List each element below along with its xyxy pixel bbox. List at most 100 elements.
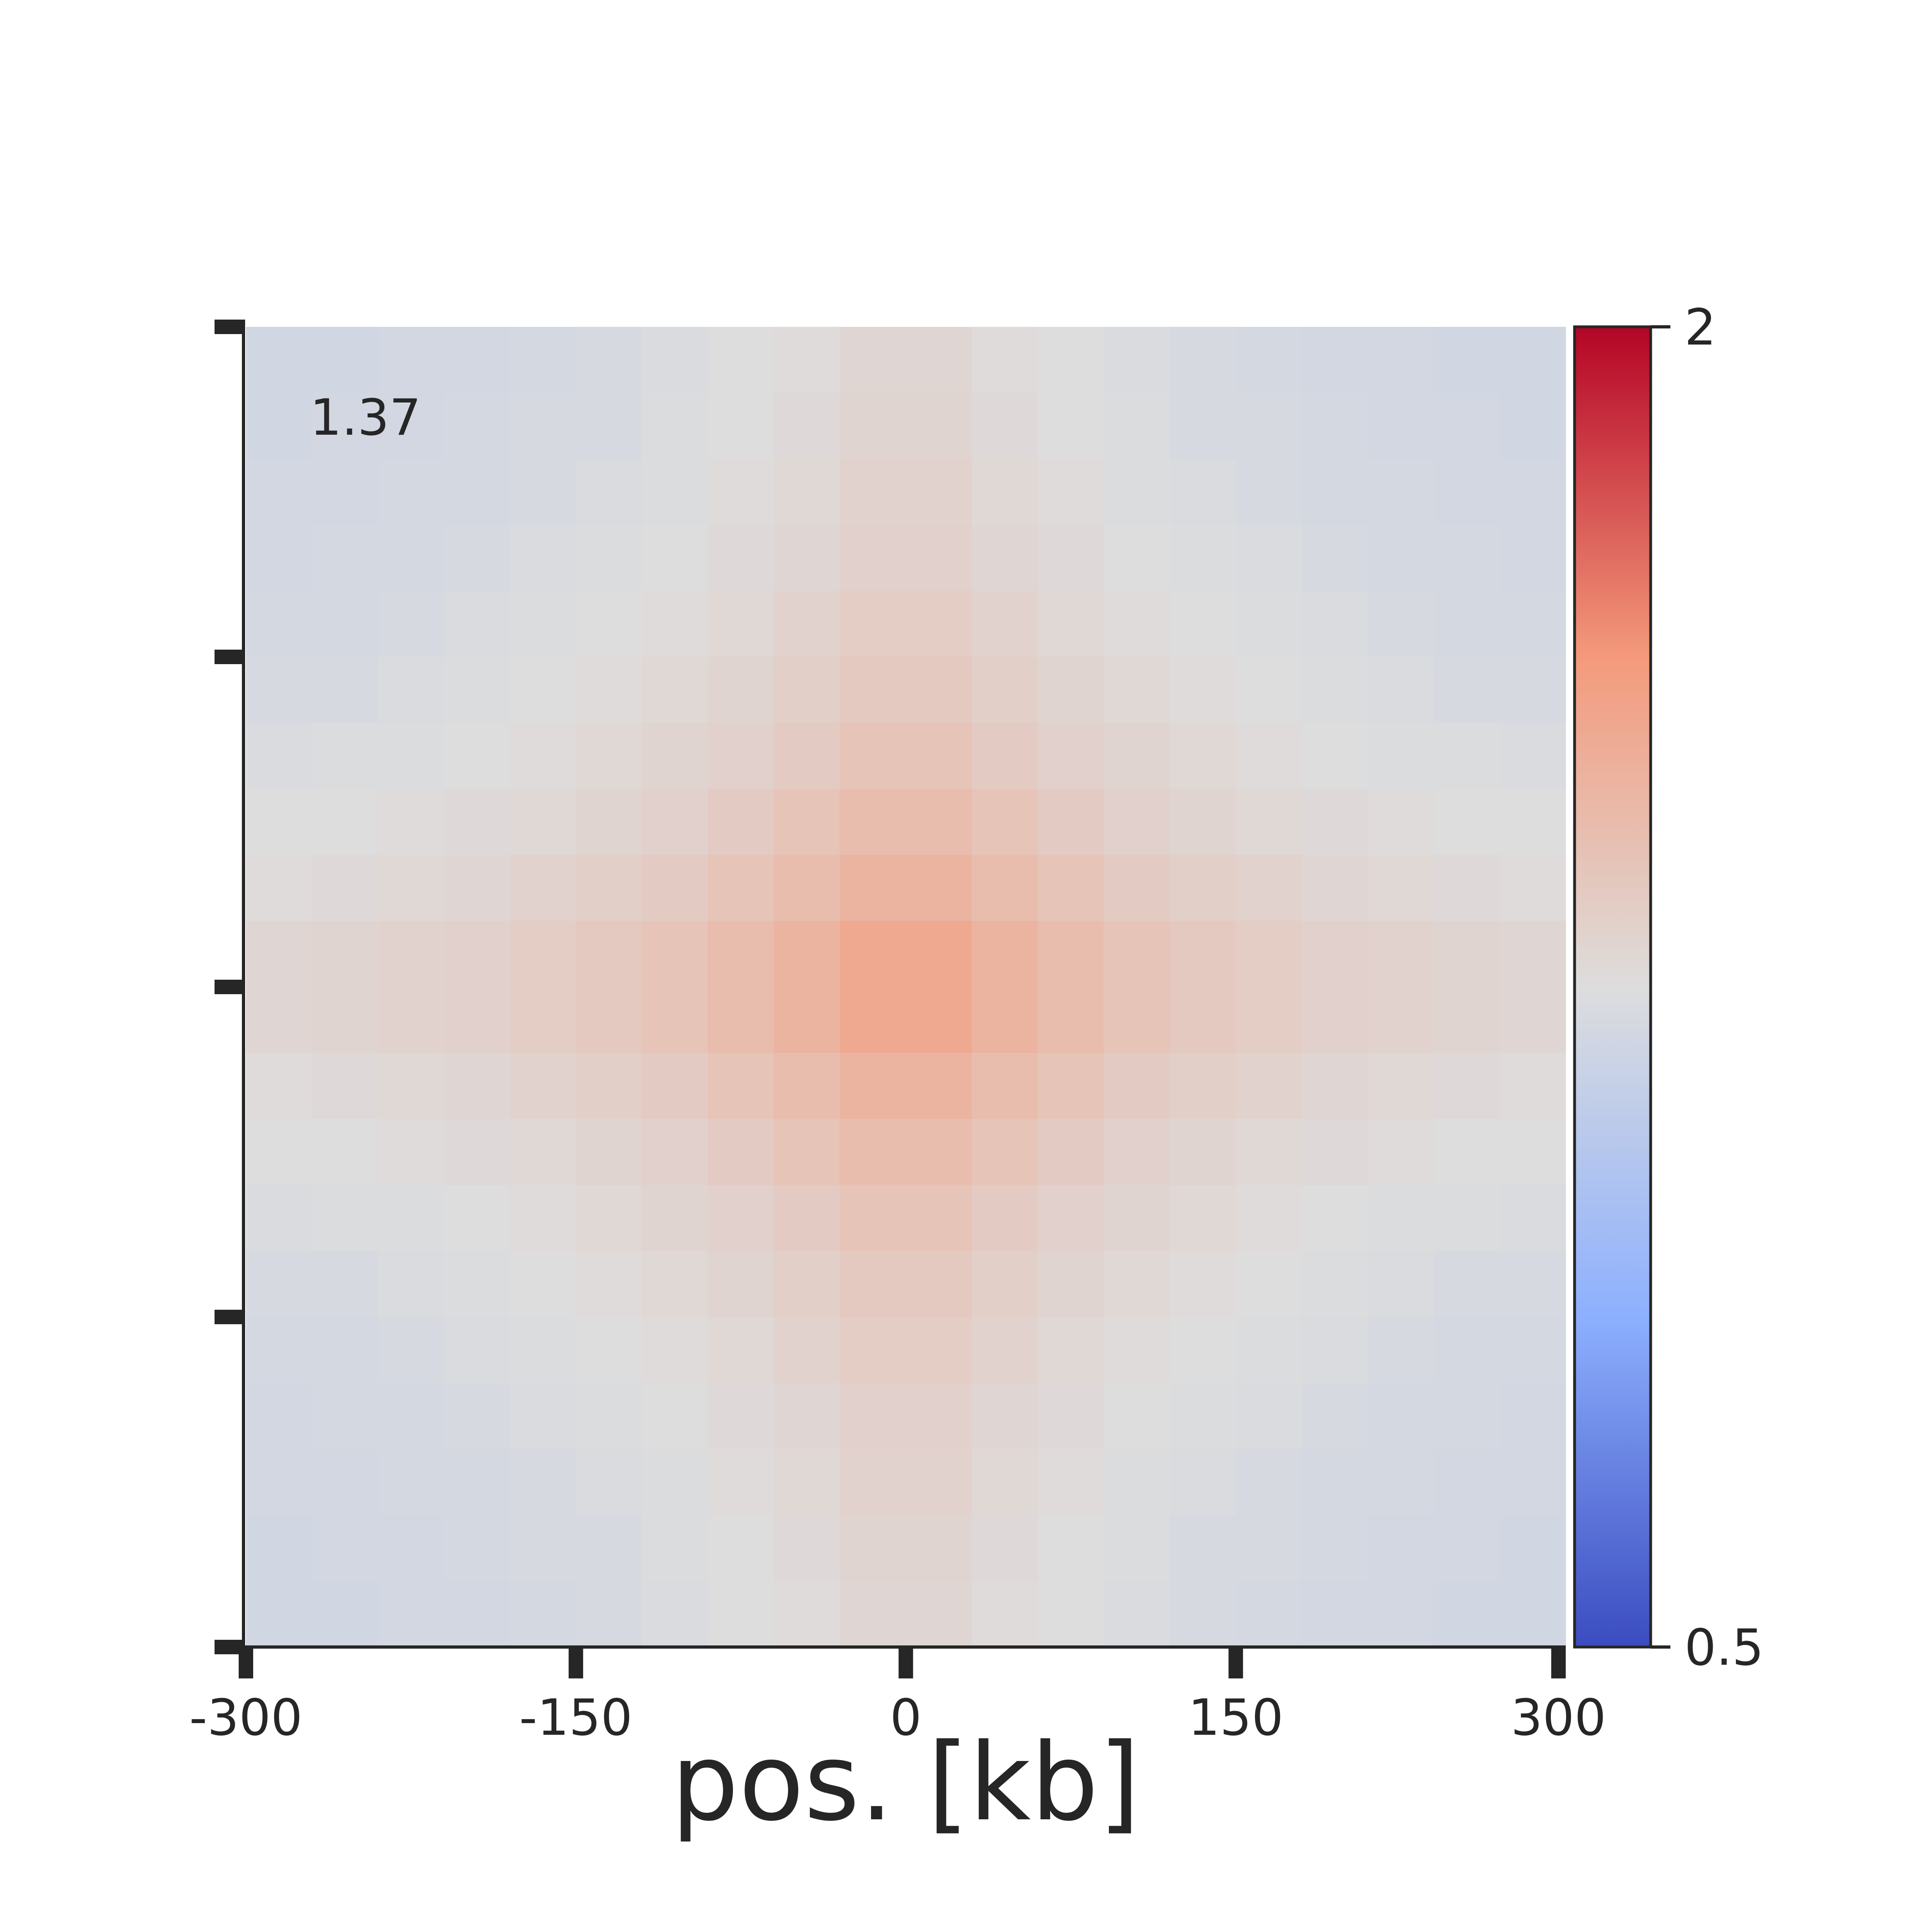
heatmap-cell — [246, 1251, 312, 1317]
heatmap-cell — [906, 1053, 972, 1119]
heatmap-cell — [444, 1449, 510, 1515]
heatmap-cell — [1104, 1449, 1170, 1515]
heatmap-cell — [444, 1515, 510, 1581]
heatmap-cell — [774, 987, 840, 1053]
heatmap-cell — [972, 1251, 1038, 1317]
heatmap-cell — [972, 987, 1038, 1053]
heatmap-cell — [1038, 1053, 1104, 1119]
heatmap-cell — [1170, 1581, 1236, 1647]
heatmap-cell — [906, 327, 972, 393]
heatmap-cell — [1038, 789, 1104, 855]
heatmap-cell — [708, 1383, 774, 1449]
heatmap-cell — [906, 723, 972, 789]
heatmap-cell — [444, 657, 510, 723]
heatmap-cell — [1170, 1053, 1236, 1119]
heatmap-cell — [972, 657, 1038, 723]
heatmap-cell — [840, 393, 906, 459]
x-tick-label: 0 — [890, 1689, 922, 1747]
heatmap-cell — [708, 657, 774, 723]
heatmap-cell — [1302, 987, 1368, 1053]
heatmap-cell — [1500, 723, 1566, 789]
heatmap-cell — [444, 459, 510, 525]
heatmap-cell — [1500, 855, 1566, 921]
heatmap-cell — [312, 657, 378, 723]
heatmap-cell — [1434, 1317, 1500, 1383]
heatmap-cell — [246, 591, 312, 657]
heatmap-cell — [1434, 789, 1500, 855]
heatmap-cell — [1368, 1185, 1434, 1251]
heatmap-cell — [312, 1317, 378, 1383]
heatmap-cell — [246, 1449, 312, 1515]
heatmap-cell — [1302, 1251, 1368, 1317]
heatmap-cell — [510, 327, 576, 393]
heatmap-cell — [444, 591, 510, 657]
heatmap-cell — [774, 1119, 840, 1185]
x-tick-label: -300 — [189, 1689, 302, 1747]
heatmap-cell — [1302, 1317, 1368, 1383]
heatmap-cell — [444, 393, 510, 459]
y-ticks — [215, 320, 245, 1654]
heatmap-cell — [444, 789, 510, 855]
y-tick-mark — [215, 650, 245, 664]
heatmap-cell — [1302, 1119, 1368, 1185]
heatmap-cell — [312, 987, 378, 1053]
heatmap-cell — [1368, 1581, 1434, 1647]
heatmap-cell — [840, 987, 906, 1053]
heatmap-cell — [708, 591, 774, 657]
heatmap-cell — [840, 1449, 906, 1515]
heatmap-cell — [1368, 1119, 1434, 1185]
enrichment-score-annotation: 1.37 — [310, 389, 421, 447]
heatmap-cell — [1368, 789, 1434, 855]
heatmap-cell — [246, 1383, 312, 1449]
heatmap-cell — [576, 591, 642, 657]
heatmap-cell — [1104, 1317, 1170, 1383]
y-tick-mark — [215, 1310, 245, 1324]
heatmap-cell — [378, 789, 444, 855]
heatmap-cell — [246, 1317, 312, 1383]
heatmap-cell — [312, 1383, 378, 1449]
heatmap-cell — [1170, 459, 1236, 525]
heatmap-cell — [1038, 1515, 1104, 1581]
heatmap-cell — [1104, 1053, 1170, 1119]
heatmap-cell — [972, 789, 1038, 855]
heatmap-cell — [906, 1515, 972, 1581]
heatmap-cell — [642, 657, 708, 723]
heatmap-cell — [1104, 1383, 1170, 1449]
heatmap-cell — [642, 1515, 708, 1581]
heatmap-cell — [972, 591, 1038, 657]
heatmap-cell — [1434, 1515, 1500, 1581]
heatmap-cell — [1038, 657, 1104, 723]
heatmap-cell — [1104, 987, 1170, 1053]
heatmap-cell — [576, 1119, 642, 1185]
heatmap-cell — [1368, 723, 1434, 789]
heatmap-cell — [510, 1581, 576, 1647]
heatmap-cell — [378, 1185, 444, 1251]
heatmap-cell — [1302, 525, 1368, 591]
heatmap-cell — [1038, 921, 1104, 987]
heatmap-cell — [246, 1515, 312, 1581]
heatmap-cell — [312, 1119, 378, 1185]
heatmap-cell — [642, 393, 708, 459]
heatmap-cell — [1368, 1449, 1434, 1515]
heatmap-cell — [510, 1449, 576, 1515]
heatmap-cell — [1302, 1185, 1368, 1251]
heatmap-cell — [774, 525, 840, 591]
heatmap-cell — [1434, 591, 1500, 657]
heatmap-cell — [510, 393, 576, 459]
heatmap-cell — [312, 525, 378, 591]
heatmap-cell — [972, 1053, 1038, 1119]
heatmap-cell — [1038, 723, 1104, 789]
heatmap-cell — [708, 525, 774, 591]
heatmap-cell — [576, 855, 642, 921]
y-tick-mark — [215, 980, 245, 994]
heatmap-cell — [1236, 327, 1302, 393]
heatmap-cell — [708, 1119, 774, 1185]
heatmap-cell — [246, 987, 312, 1053]
heatmap-cells — [246, 327, 1566, 1647]
heatmap-cell — [774, 1449, 840, 1515]
heatmap-cell — [1500, 987, 1566, 1053]
heatmap-cell — [1038, 591, 1104, 657]
heatmap-cell — [774, 591, 840, 657]
heatmap-cell — [576, 987, 642, 1053]
heatmap-cell — [1170, 1251, 1236, 1317]
